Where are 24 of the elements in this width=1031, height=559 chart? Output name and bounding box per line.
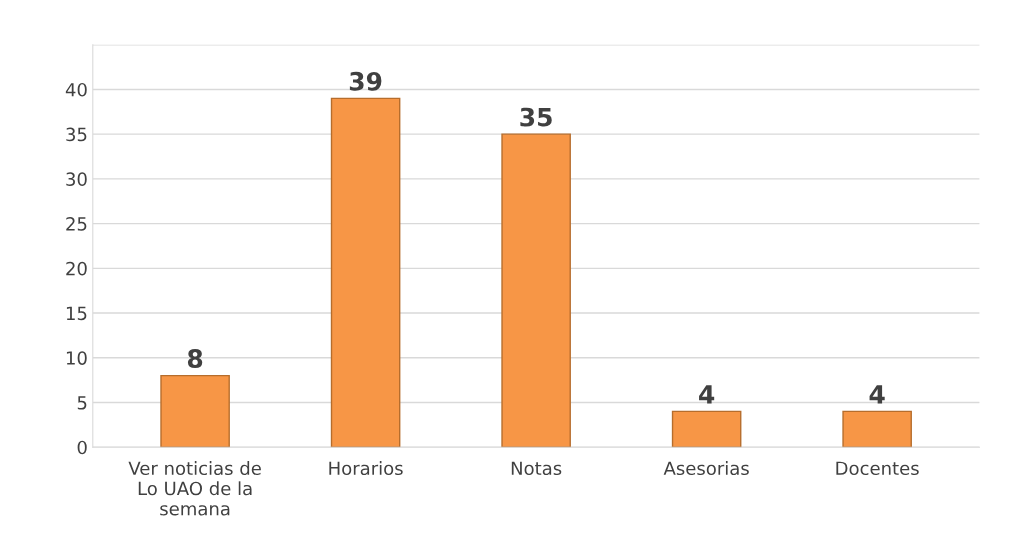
bar bbox=[330, 97, 401, 448]
bar bbox=[160, 374, 230, 448]
y-tick-label: 40 bbox=[65, 82, 87, 97]
y-tick-label: 15 bbox=[66, 306, 87, 321]
data-label: 35 bbox=[520, 107, 552, 127]
y-tick-label: 30 bbox=[66, 172, 87, 186]
x-tick-label: Notas bbox=[511, 461, 562, 476]
y-tick-label: 5 bbox=[77, 396, 87, 410]
data-label: 39 bbox=[349, 71, 382, 91]
bar bbox=[842, 410, 912, 448]
y-tick-label: 0 bbox=[77, 440, 87, 455]
bar bbox=[671, 410, 742, 448]
y-tick-label: 25 bbox=[66, 217, 87, 231]
x-tick-label: Asesorias bbox=[663, 461, 749, 476]
y-tick-label: 35 bbox=[66, 127, 87, 142]
y-tick-label: 10 bbox=[66, 351, 87, 365]
data-label: 8 bbox=[187, 349, 203, 369]
y-tick-label: 20 bbox=[66, 261, 87, 276]
x-tick-label: Horarios bbox=[329, 461, 403, 476]
x-tick-label: Ver noticias de Lo UAO de la semana bbox=[128, 461, 261, 516]
x-tick-label: Docentes bbox=[836, 461, 919, 476]
data-label: 4 bbox=[699, 385, 715, 404]
data-label: 4 bbox=[869, 385, 885, 404]
bar bbox=[501, 133, 571, 448]
